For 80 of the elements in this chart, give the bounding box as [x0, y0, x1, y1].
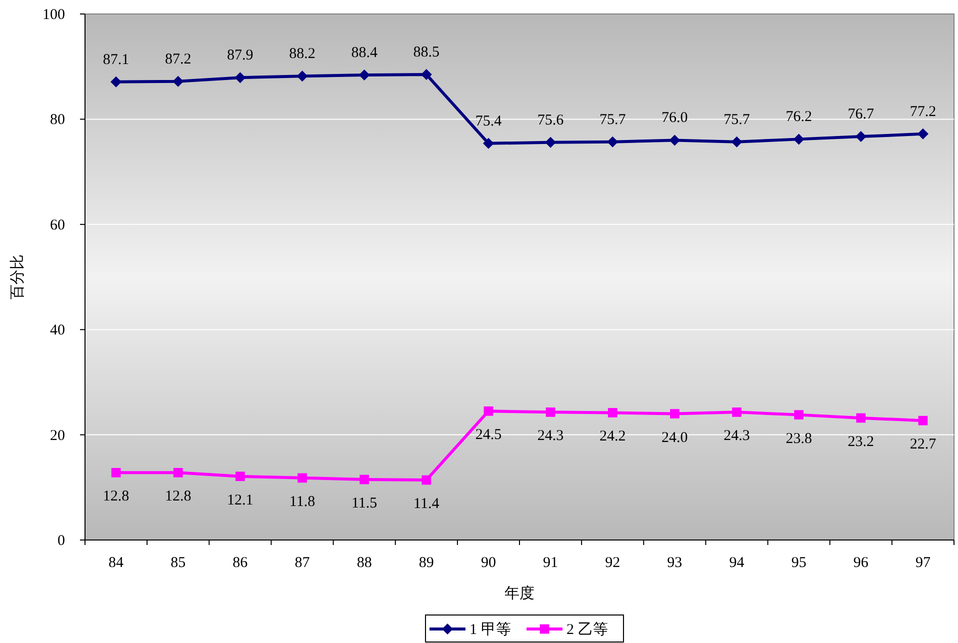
point — [793, 134, 804, 145]
x-tick-label: 86 — [232, 555, 248, 571]
point — [420, 68, 432, 80]
y-tick-label: 80 — [50, 112, 65, 128]
y-tick-label: 0 — [58, 533, 65, 549]
x-tick-label: 95 — [791, 555, 806, 571]
data-label: 11.4 — [414, 496, 440, 512]
data-label: 88.4 — [351, 45, 378, 62]
point — [484, 406, 494, 416]
data-label: 76.2 — [786, 109, 812, 126]
x-tick-label: 90 — [480, 555, 496, 571]
point — [608, 408, 618, 418]
point — [669, 134, 680, 146]
legend-label: 1 甲等 — [470, 621, 511, 638]
legend-label: 2 乙等 — [566, 621, 608, 638]
data-label: 88.2 — [289, 46, 316, 62]
data-label: 12.1 — [227, 492, 254, 508]
data-label: 24.3 — [537, 428, 564, 444]
x-tick-label: 93 — [667, 555, 682, 571]
x-tick-label: 84 — [108, 555, 124, 571]
data-label: 87.1 — [102, 52, 130, 68]
data-label: 24.5 — [475, 427, 502, 444]
y-tick-label: 100 — [42, 7, 65, 23]
data-label: 11.5 — [351, 496, 378, 512]
x-tick-label: 97 — [915, 555, 931, 571]
x-tick-label: 92 — [605, 555, 620, 571]
data-label: 75.4 — [475, 113, 502, 130]
data-label: 75.6 — [537, 112, 564, 128]
data-label: 24.3 — [724, 428, 750, 444]
point — [358, 70, 370, 81]
data-label: 88.5 — [413, 44, 440, 60]
point — [545, 136, 556, 148]
x-tick-label: 96 — [853, 555, 869, 571]
point — [422, 475, 432, 485]
point — [607, 136, 618, 148]
x-axis-title: 年度 — [504, 585, 534, 602]
data-label: 24.2 — [599, 428, 626, 445]
data-label: 75.7 — [599, 112, 626, 128]
point — [360, 474, 369, 484]
y-axis-title: 百分比 — [9, 254, 26, 300]
data-label: 77.2 — [910, 104, 936, 120]
data-label: 75.7 — [724, 112, 750, 128]
data-label: 23.2 — [848, 434, 874, 450]
data-label: 12.8 — [102, 488, 130, 505]
point — [236, 472, 245, 482]
point — [234, 72, 246, 84]
x-tick-label: 91 — [543, 555, 558, 571]
point — [856, 413, 866, 423]
point — [482, 138, 494, 149]
point — [855, 131, 866, 142]
x-tick-label: 87 — [294, 555, 310, 571]
point — [918, 416, 928, 426]
point — [298, 473, 307, 483]
point — [670, 409, 680, 418]
data-label: 22.7 — [910, 436, 937, 453]
y-tick-label: 20 — [50, 428, 65, 444]
point — [546, 408, 556, 417]
point — [296, 70, 308, 82]
y-tick-label: 40 — [50, 322, 65, 339]
data-label: 76.7 — [848, 106, 875, 123]
point — [173, 468, 183, 478]
point — [917, 128, 928, 140]
x-tick-label: 94 — [729, 555, 745, 571]
data-label: 23.8 — [786, 430, 812, 447]
y-tick-label: 60 — [50, 217, 65, 234]
data-label: 87.9 — [227, 48, 254, 64]
data-label: 87.2 — [164, 51, 192, 68]
x-tick-label: 88 — [356, 555, 372, 571]
data-label: 12.8 — [164, 488, 192, 505]
point — [732, 408, 742, 417]
point — [110, 76, 122, 88]
data-label: 76.0 — [662, 110, 688, 126]
point — [794, 410, 804, 420]
point — [111, 468, 121, 478]
data-label: 24.0 — [662, 430, 688, 446]
data-label: 11.8 — [289, 494, 316, 510]
point — [731, 136, 742, 148]
x-tick-label: 85 — [170, 555, 186, 571]
x-tick-label: 89 — [418, 555, 434, 571]
point — [172, 76, 184, 87]
